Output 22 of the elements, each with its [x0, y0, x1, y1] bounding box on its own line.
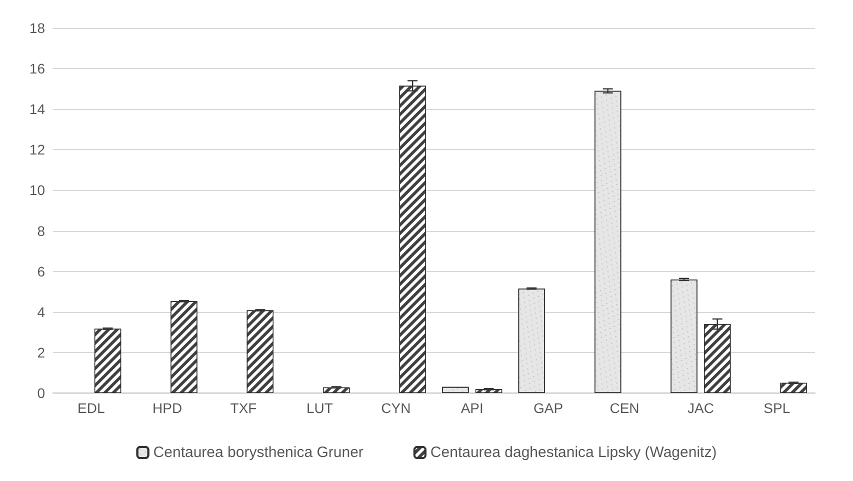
x-tick-label: TXF [230, 400, 257, 416]
y-tick-label: 10 [29, 182, 46, 198]
x-tick-label: GAP [534, 400, 564, 416]
x-tick-label: JAC [687, 400, 714, 416]
legend-label: Centaurea daghestanica Lipsky (Wagenitz) [430, 444, 717, 461]
x-tick-label: CYN [381, 400, 411, 416]
legend-label: Centaurea borysthenica Gruner [153, 444, 364, 461]
y-tick-label: 8 [37, 222, 46, 239]
y-tick-label: 4 [37, 304, 46, 320]
y-tick-label: 18 [29, 20, 46, 36]
y-tick-label: 0 [37, 385, 46, 401]
y-tick-label: 6 [37, 263, 46, 280]
x-tick-label: HPD [152, 400, 182, 416]
y-tick-label: 14 [29, 101, 46, 118]
y-tick-label: 2 [37, 344, 46, 360]
x-tick-label: LUT [306, 400, 334, 416]
x-tick-label: SPL [764, 400, 790, 416]
y-tick-label: 12 [29, 142, 46, 158]
x-tick-label: API [460, 400, 484, 416]
y-tick-label: 16 [29, 60, 46, 77]
x-tick-label: EDL [77, 400, 105, 416]
x-tick-label: CEN [610, 400, 640, 416]
